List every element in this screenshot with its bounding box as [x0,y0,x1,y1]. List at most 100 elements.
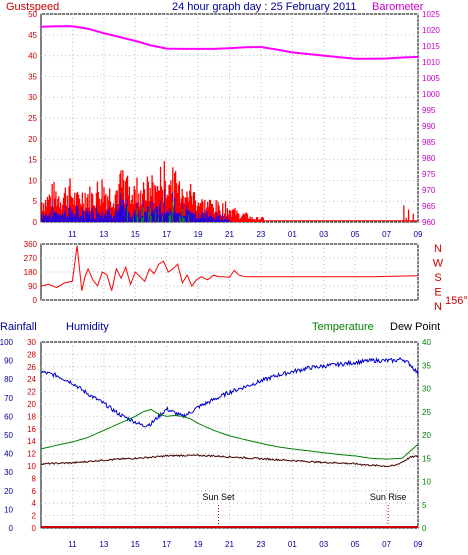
x-tick-label-p3: 11 [68,540,77,549]
y-temperature-tick-p3: 10 [422,478,431,487]
y-left-tick-p1: 15 [28,156,37,165]
x-tick-label-p1: 17 [162,230,171,239]
y-humidity-tick-p3: 20 [4,487,13,496]
compass-tick-p2: E [434,287,441,299]
y-humidity-tick-p3: 10 [4,505,13,514]
y-temperature-tick-p3: 25 [422,408,431,417]
y-left-tick-p1: 25 [28,114,37,123]
y-left-tick-p1: 5 [33,197,38,206]
y-right-tick-p1: 1020 [422,26,440,35]
y-rain-tick-p3: 26 [27,363,36,372]
rainfall-label: Rainfall [0,321,37,333]
x-tick-label-p3: 13 [99,540,108,549]
dewpoint-line [40,454,419,468]
x-tick-label-p3: 17 [162,540,171,549]
x-tick-label-p3: 03 [319,540,328,549]
compass-tick-p2: N [434,243,442,255]
y-rain-tick-p3: 8 [32,474,37,483]
y-right-tick-p1: 960 [422,218,436,227]
y-rain-tick-p3: 0 [32,524,37,533]
y-temperature-tick-p3: 0 [422,524,427,533]
wind-now-label: 156° [445,295,468,307]
sunrise-label: Sun Rise [370,492,407,502]
x-tick-label-p1: 07 [382,230,391,239]
y-rain-tick-p3: 18 [27,412,36,421]
y-rain-tick-p3: 28 [27,350,36,359]
compass-tick-p2: N [434,301,442,313]
x-tick-label-p1: 13 [99,230,108,239]
y-temperature-tick-p3: 20 [422,431,431,440]
y-temperature-tick-p3: 35 [422,361,431,370]
y-rain-tick-p3: 10 [27,462,36,471]
y-left-tick-p1: 40 [28,52,37,61]
x-tick-label-p1: 03 [319,230,328,239]
y-rain-tick-p3: 12 [27,450,36,459]
x-tick-label-p1: 19 [194,230,203,239]
grid-layer [40,13,419,529]
compass-tick-p2: W [433,258,444,270]
compass-tick-p2: S [434,272,441,284]
y-rain-tick-p3: 22 [27,388,36,397]
y-rain-tick-p3: 4 [32,499,37,508]
x-tick-label-p3: 15 [131,540,140,549]
y-right-tick-p1: 1005 [422,74,440,83]
x-tick-label-p1: 11 [68,230,77,239]
x-tick-label-p3: 09 [414,540,423,549]
x-tick-label-p3: 01 [288,540,297,549]
x-tick-label-p1: 21 [225,230,234,239]
wind-series [41,189,230,222]
humidity-line [40,356,419,428]
y-right-tick-p1: 980 [422,154,436,163]
y-left-tick-p1: 10 [28,176,37,185]
y-left-tick-p1: 0 [33,218,38,227]
y-right-tick-p1: 1010 [422,58,440,67]
y-right-tick-p1: 1000 [422,90,440,99]
y-humidity-tick-p3: 50 [4,431,13,440]
barometer-label: Barometer [372,1,424,13]
temperature-label: Temperature [312,321,374,333]
y-left-tick-p2: 0 [33,296,38,305]
y-humidity-tick-p3: 0 [9,524,14,533]
y-left-tick-p1: 50 [28,10,37,19]
x-tick-label-p1: 23 [256,230,265,239]
y-right-tick-p1: 1015 [422,42,440,51]
x-tick-label-p1: 15 [131,230,140,239]
y-left-tick-p2: 360 [24,240,38,249]
y-humidity-tick-p3: 60 [4,412,13,421]
y-rain-tick-p3: 16 [27,425,36,434]
y-humidity-tick-p3: 100 [0,338,14,347]
y-humidity-tick-p3: 80 [4,375,13,384]
y-right-tick-p1: 970 [422,186,436,195]
y-temperature-tick-p3: 40 [422,338,431,347]
y-temperature-tick-p3: 30 [422,385,431,394]
y-right-tick-p1: 985 [422,138,436,147]
x-tick-label-p1: 09 [414,230,423,239]
y-left-tick-p2: 90 [28,282,37,291]
x-tick-label-p1: 05 [351,230,360,239]
humidity-label: Humidity [66,321,109,333]
dewpoint-label: Dew Point [390,321,440,333]
y-humidity-tick-p3: 90 [4,357,13,366]
sunset-label: Sun Set [202,492,235,502]
temperature-line [40,408,419,460]
marks-layer: Sun Set Sun Rise [40,25,419,528]
y-left-tick-p2: 180 [24,268,38,277]
y-right-tick-p1: 975 [422,170,436,179]
y-temperature-tick-p3: 15 [422,454,431,463]
y-rain-tick-p3: 6 [32,487,37,496]
x-tick-label-p3: 23 [256,540,265,549]
barometer-line [40,25,419,60]
x-tick-label-p1: 01 [288,230,297,239]
y-right-tick-p1: 965 [422,202,436,211]
y-right-tick-p1: 1025 [422,10,440,19]
x-tick-label-p3: 07 [382,540,391,549]
y-temperature-tick-p3: 5 [422,501,427,510]
y-humidity-tick-p3: 70 [4,394,13,403]
y-right-tick-p1: 995 [422,106,436,115]
y-left-tick-p1: 30 [28,93,37,102]
y-rain-tick-p3: 24 [27,375,36,384]
y-humidity-tick-p3: 40 [4,450,13,459]
y-rain-tick-p3: 2 [32,512,37,521]
y-left-tick-p2: 270 [24,254,38,263]
